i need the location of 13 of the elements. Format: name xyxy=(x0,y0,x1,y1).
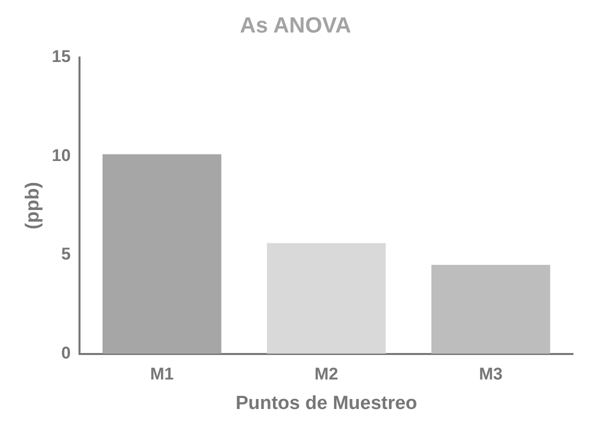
y-tick-label: 5 xyxy=(61,244,71,264)
x-tick-label: M3 xyxy=(478,364,503,384)
y-tick-label: 15 xyxy=(52,47,71,66)
bar xyxy=(266,243,386,354)
chart-title: As ANOVA xyxy=(240,12,352,38)
y-tick-label: 10 xyxy=(52,146,71,165)
y-tick-label: 0 xyxy=(61,343,71,362)
bar xyxy=(431,264,550,354)
x-tick-label: M2 xyxy=(314,364,338,384)
x-tick-label: M1 xyxy=(150,364,174,384)
y-axis-title: (ppb) xyxy=(22,182,44,230)
x-axis-title: Puntos de Muestreo xyxy=(236,392,418,414)
bar xyxy=(102,154,222,354)
